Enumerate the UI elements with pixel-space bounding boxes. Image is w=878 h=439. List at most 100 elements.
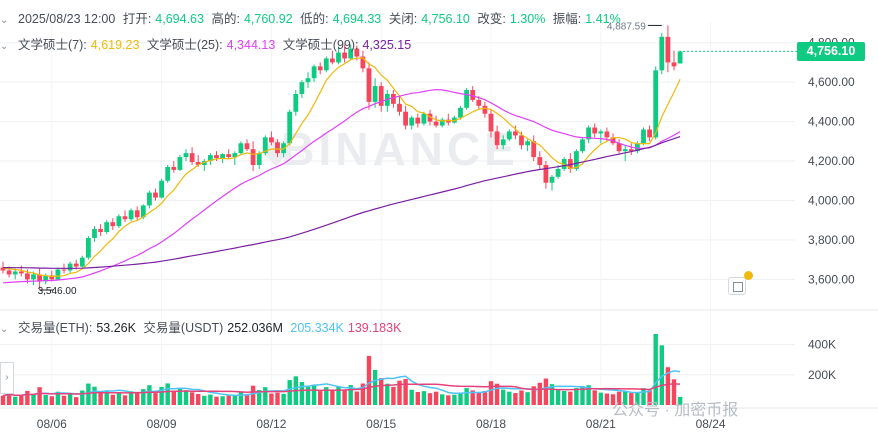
candle-body bbox=[555, 168, 561, 177]
candle-body bbox=[604, 131, 610, 138]
candle-body bbox=[110, 222, 116, 227]
volume-bar bbox=[391, 386, 396, 405]
volume-bar bbox=[494, 383, 500, 405]
candle-body bbox=[336, 52, 341, 63]
low-value: 4,694.33 bbox=[332, 12, 382, 26]
volume-bar bbox=[562, 390, 567, 405]
price-tick-label: 4,400.00 bbox=[808, 115, 855, 129]
volume-bar bbox=[110, 394, 115, 405]
volume-bar bbox=[531, 386, 536, 405]
volume-bar bbox=[202, 395, 207, 405]
watermark-text: BINANCE bbox=[281, 123, 519, 175]
volume-bar bbox=[677, 396, 683, 405]
candle-body bbox=[458, 107, 463, 118]
candle-body bbox=[391, 93, 396, 104]
high-label: 高的: bbox=[211, 12, 240, 26]
ma25-label: 文学硕士(25): bbox=[146, 38, 223, 52]
volume-eth-value: 53.26K bbox=[96, 321, 136, 335]
volume-usdt-value: 252.036M bbox=[227, 321, 283, 335]
volume-bar bbox=[122, 395, 128, 405]
candle-body bbox=[549, 176, 555, 183]
candle-body bbox=[201, 161, 207, 165]
volume-bar bbox=[263, 387, 268, 405]
volume-bar bbox=[525, 392, 530, 405]
price-tick-label: 3,800.00 bbox=[808, 233, 855, 247]
candle-body bbox=[519, 135, 524, 146]
volume-bar bbox=[141, 389, 146, 405]
ma99-line bbox=[3, 136, 681, 269]
volume-usdt-label: 交易量(USDT) bbox=[143, 321, 224, 335]
volume-tick-label: 400K bbox=[808, 338, 836, 352]
ma7-value: 4,619.23 bbox=[90, 38, 140, 52]
candle-body bbox=[220, 154, 225, 159]
chevron-down-icon[interactable]: ⌄ bbox=[0, 15, 9, 26]
candle-body bbox=[378, 86, 384, 106]
time-tick-label: 08/24 bbox=[696, 417, 726, 431]
candle-body bbox=[25, 273, 30, 280]
candle-body bbox=[592, 127, 598, 134]
chevron-right-icon[interactable]: › bbox=[0, 362, 14, 394]
candle-body bbox=[293, 93, 299, 112]
candle-body bbox=[409, 117, 415, 126]
volume-bar bbox=[25, 390, 30, 405]
chevron-down-icon[interactable]: ⌄ bbox=[0, 41, 9, 52]
volume-bar bbox=[623, 390, 628, 405]
volume-axis: 200K 400K bbox=[808, 338, 836, 382]
volume-bar bbox=[196, 393, 201, 405]
candle-datetime: 2025/08/23 12:00 bbox=[18, 12, 116, 26]
volume-bar bbox=[183, 390, 189, 405]
candle-body bbox=[488, 113, 494, 132]
candle-body bbox=[470, 90, 476, 100]
volume-bar bbox=[629, 393, 634, 405]
volume-bar bbox=[318, 391, 323, 405]
volume-ma-slow-line bbox=[2, 383, 681, 397]
time-tick-label: 08/21 bbox=[586, 417, 616, 431]
volume-bar bbox=[269, 393, 274, 405]
volume-bar bbox=[159, 386, 164, 405]
volume-bar bbox=[604, 393, 610, 405]
volume-bar bbox=[324, 387, 329, 405]
volume-bar bbox=[104, 390, 109, 405]
candle-body bbox=[366, 68, 372, 102]
volume-bar bbox=[330, 389, 335, 405]
volume-bars bbox=[0, 334, 683, 405]
volume-bar bbox=[379, 378, 384, 405]
candle-body bbox=[476, 99, 482, 106]
volume-bar bbox=[208, 394, 213, 405]
volume-bar bbox=[147, 385, 152, 405]
volume-bar bbox=[659, 345, 664, 405]
chevron-down-icon[interactable]: ⌄ bbox=[0, 324, 9, 335]
volume-bar bbox=[458, 392, 463, 405]
volume-bar bbox=[98, 393, 103, 405]
candle-body bbox=[31, 274, 36, 280]
notes-icon[interactable] bbox=[728, 277, 746, 295]
volume-ma2-value: 139.183K bbox=[347, 321, 402, 335]
open-label: 打开: bbox=[122, 12, 152, 26]
volume-bar bbox=[165, 383, 170, 405]
candle-body bbox=[171, 166, 177, 170]
candle-body bbox=[256, 153, 262, 165]
volume-bar bbox=[409, 389, 414, 405]
volume-bar bbox=[574, 388, 579, 405]
price-tick-label: 4,600.00 bbox=[808, 75, 855, 89]
volume-bar bbox=[177, 388, 183, 405]
candle-body bbox=[671, 62, 677, 67]
volume-bar bbox=[238, 391, 244, 405]
candle-body bbox=[580, 139, 585, 152]
candle-body bbox=[67, 263, 73, 271]
candle-body bbox=[61, 269, 67, 271]
volume-ma1-value: 205.334K bbox=[290, 321, 344, 335]
price-moving-averages bbox=[2, 57, 681, 284]
candle-body bbox=[531, 141, 537, 158]
candle-body bbox=[665, 36, 671, 63]
volume-bar bbox=[598, 392, 603, 405]
volume-bar bbox=[287, 380, 292, 405]
volume-bar bbox=[275, 392, 280, 405]
ma-legend: ⌄ 文学硕士(7): 4,619.23 文学硕士(25): 4,344.13 文学硕士… bbox=[0, 34, 415, 53]
volume-bar bbox=[67, 393, 73, 405]
volume-bar bbox=[488, 381, 494, 405]
candle-body bbox=[506, 131, 512, 140]
candle-body bbox=[208, 155, 213, 162]
candle-body bbox=[55, 269, 61, 280]
candle-body bbox=[415, 117, 421, 124]
